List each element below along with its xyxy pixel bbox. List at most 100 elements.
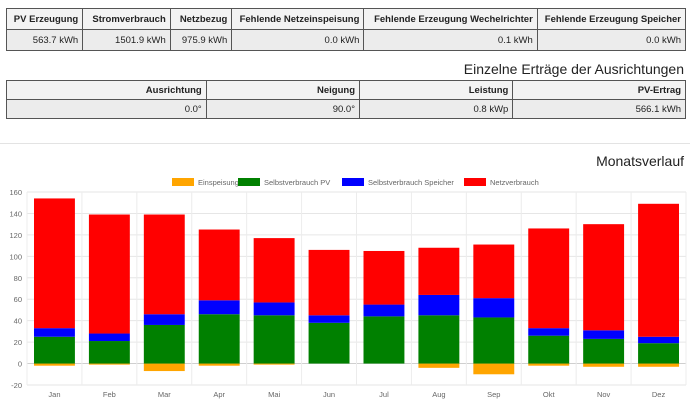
orientation-header-2: Neigung	[205, 80, 361, 100]
x-tick-label: Jan	[48, 390, 60, 399]
bar-selbstverbrauch-speicher	[198, 300, 240, 315]
x-tick-label: Aug	[432, 390, 445, 399]
y-tick-label: -20	[11, 381, 22, 390]
summary-value-5: 0.1 kWh	[363, 29, 538, 51]
bar-einspeisung	[583, 363, 625, 367]
x-tick-label: Jul	[379, 390, 389, 399]
summary-header-6: Fehlende Erzeugung Speicher	[536, 8, 687, 30]
bar-selbstverbrauch-pv	[418, 315, 460, 364]
x-tick-label: Feb	[103, 390, 116, 399]
summary-value-2: 1501.9 kWh	[82, 29, 171, 51]
bar-selbstverbrauch-pv	[583, 338, 625, 364]
bar-netzverbrauch	[418, 247, 460, 295]
summary-table: PV Erzeugung Stromverbrauch Netzbezug Fehle…	[5, 8, 687, 51]
bar-netzverbrauch	[308, 249, 350, 316]
orientation-value-row: 0.0° 90.0° 0.8 kWp 566.1 kWh	[6, 99, 686, 119]
x-tick-label: Mai	[268, 390, 280, 399]
bar-selbstverbrauch-pv	[473, 317, 515, 364]
bar-einspeisung	[253, 363, 295, 365]
orientation-header-1: Ausrichtung	[6, 80, 207, 100]
summary-header-1: PV Erzeugung	[5, 8, 84, 30]
bar-netzverbrauch	[143, 214, 185, 315]
bar-selbstverbrauch-pv	[308, 322, 350, 364]
y-tick-label: 0	[18, 360, 22, 369]
summary-value-3: 975.9 kWh	[169, 29, 233, 51]
y-tick-label: 60	[14, 295, 22, 304]
legend-label: Einspeisung	[198, 178, 239, 187]
bar-einspeisung	[198, 363, 240, 366]
summary-header-3: Netzbezug	[169, 8, 233, 30]
bar-netzverbrauch	[198, 229, 240, 301]
orientation-value-3: 0.8 kWp	[358, 99, 514, 119]
summary-header-row: PV Erzeugung Stromverbrauch Netzbezug Fehle…	[5, 8, 687, 30]
bar-netzverbrauch	[583, 224, 625, 331]
orientation-header-4: PV-Ertrag	[512, 80, 686, 100]
bar-selbstverbrauch-speicher	[583, 330, 625, 339]
legend-label: Netzverbrauch	[490, 178, 539, 187]
y-tick-label: 40	[14, 317, 22, 326]
summary-value-1: 563.7 kWh	[5, 29, 84, 51]
bar-selbstverbrauch-speicher	[418, 294, 460, 316]
y-tick-label: 100	[9, 252, 22, 261]
bar-einspeisung	[418, 363, 460, 368]
bar-selbstverbrauch-speicher	[253, 302, 295, 316]
y-tick-label: 80	[14, 274, 22, 283]
summary-header-5: Fehlende Erzeugung Wechelrichter	[363, 8, 538, 30]
x-tick-label: Sep	[487, 390, 500, 399]
x-tick-label: Jun	[323, 390, 335, 399]
orientation-value-4: 566.1 kWh	[512, 99, 686, 119]
summary-value-6: 0.0 kWh	[536, 29, 687, 51]
orientation-section-title: Einzelne Erträge der Ausrichtungen	[463, 61, 684, 77]
bar-einspeisung	[34, 363, 75, 366]
x-tick-label: Nov	[597, 390, 611, 399]
y-tick-label: 160	[9, 188, 22, 197]
bar-selbstverbrauch-speicher	[638, 336, 679, 344]
monthly-section-title: Monatsverlauf	[596, 153, 684, 169]
bar-selbstverbrauch-pv	[88, 341, 130, 364]
y-tick-label: 140	[9, 209, 22, 218]
legend-swatch	[342, 178, 364, 186]
x-tick-label: Okt	[543, 390, 556, 399]
orientation-value-2: 90.0°	[205, 99, 361, 119]
y-tick-label: 120	[9, 231, 22, 240]
orientation-table: Ausrichtung Neigung Leistung PV-Ertrag 0.0°…	[6, 80, 686, 119]
bar-netzverbrauch	[88, 214, 130, 334]
summary-value-4: 0.0 kWh	[231, 29, 365, 51]
bar-einspeisung	[473, 363, 515, 375]
bar-selbstverbrauch-speicher	[308, 315, 350, 323]
orientation-header-3: Leistung	[358, 80, 514, 100]
bar-selbstverbrauch-speicher	[143, 314, 185, 325]
legend-swatch	[238, 178, 260, 186]
bar-selbstverbrauch-speicher	[363, 304, 405, 317]
bar-netzverbrauch	[473, 244, 515, 299]
y-tick-label: 20	[14, 338, 22, 347]
bar-selbstverbrauch-speicher	[528, 328, 570, 336]
bar-einspeisung	[143, 363, 185, 372]
x-tick-label: Apr	[213, 390, 225, 399]
section-divider	[0, 143, 690, 144]
bar-selbstverbrauch-pv	[34, 336, 75, 364]
x-tick-label: Dez	[652, 390, 666, 399]
summary-header-4: Fehlende Netzeinspeisung	[231, 8, 365, 30]
bar-selbstverbrauch-pv	[198, 314, 240, 364]
bar-selbstverbrauch-speicher	[88, 333, 130, 342]
bar-netzverbrauch	[34, 198, 75, 329]
bar-selbstverbrauch-pv	[638, 343, 679, 364]
bar-netzverbrauch	[253, 238, 295, 303]
legend-label: Selbstverbrauch PV	[264, 178, 330, 187]
bar-einspeisung	[638, 363, 679, 367]
bar-selbstverbrauch-pv	[528, 335, 570, 364]
bar-selbstverbrauch-speicher	[473, 298, 515, 318]
bar-selbstverbrauch-speicher	[34, 328, 75, 337]
bar-netzverbrauch	[528, 228, 570, 329]
x-tick-label: Mar	[158, 390, 171, 399]
summary-value-row: 563.7 kWh 1501.9 kWh 975.9 kWh 0.0 kWh 0.1 k…	[5, 29, 687, 51]
legend-swatch	[172, 178, 194, 186]
orientation-value-1: 0.0°	[6, 99, 207, 119]
bar-netzverbrauch	[638, 203, 679, 337]
bar-einspeisung	[88, 363, 130, 365]
bar-einspeisung	[528, 363, 570, 366]
bar-netzverbrauch	[363, 250, 405, 305]
bar-selbstverbrauch-pv	[143, 324, 185, 364]
bar-selbstverbrauch-pv	[253, 315, 295, 364]
